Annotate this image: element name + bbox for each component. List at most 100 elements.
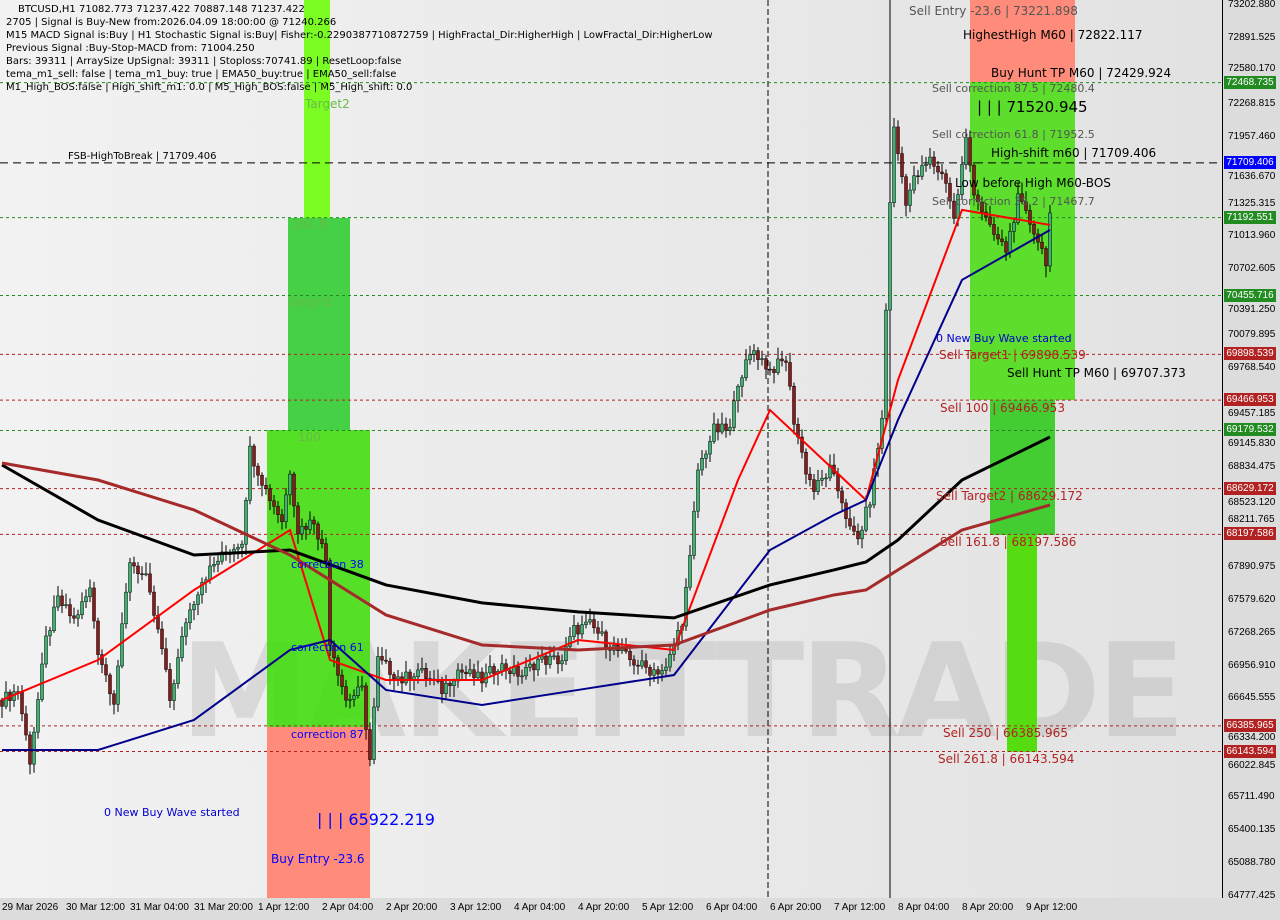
bull-candle — [244, 500, 248, 545]
bull-candle — [564, 646, 568, 662]
price-tick: 69768.540 — [1228, 362, 1276, 374]
bear-candle — [1024, 201, 1028, 211]
bull-candle — [184, 622, 188, 637]
bear-candle — [296, 505, 300, 535]
price-tick: 64777.425 — [1228, 890, 1276, 901]
bull-candle — [240, 543, 244, 548]
sell-target1-label: Sell Target1 | 69898.539 — [939, 348, 1086, 362]
bear-candle — [344, 686, 348, 701]
bear-candle — [332, 644, 336, 659]
high-shift-label: High-shift m60 | 71709.406 — [991, 146, 1157, 160]
bear-candle — [904, 176, 908, 206]
price-level-badge: 68197.586 — [1224, 527, 1276, 541]
price-tick: 65400.135 — [1228, 824, 1276, 836]
sell-100-label: Sell 100 | 69466.953 — [940, 401, 1065, 415]
bear-candle — [1040, 241, 1044, 249]
bear-candle — [112, 693, 116, 705]
bull-candle — [52, 606, 56, 631]
bear-candle — [336, 657, 340, 676]
price-chart[interactable]: MAKEITTRADE BTCUSD,H1 71082.773 71237.42… — [0, 0, 1223, 898]
bull-candle — [912, 175, 916, 191]
bull-candle — [892, 126, 896, 203]
level-71520-label: | | | 71520.945 — [977, 98, 1088, 116]
bull-candle — [32, 731, 36, 765]
bear-candle — [1000, 238, 1004, 242]
bear-candle — [24, 713, 28, 736]
bull-candle — [712, 423, 716, 442]
bear-candle — [136, 565, 140, 575]
sell-correction-382-label: Sell correction 38.2 | 71467.7 — [932, 195, 1095, 208]
bull-candle — [696, 469, 700, 512]
bull-candle — [692, 510, 696, 556]
price-level-badge: 66385.965 — [1224, 718, 1276, 732]
bear-candle — [644, 660, 648, 668]
price-level-badge: 71709.406 — [1224, 155, 1276, 169]
bull-candle — [620, 648, 624, 651]
bear-candle — [276, 506, 280, 515]
bear-candle — [792, 386, 796, 425]
bear-candle — [472, 669, 476, 679]
bear-candle — [168, 669, 172, 701]
bear-candle — [940, 171, 944, 174]
bear-candle — [264, 485, 268, 489]
price-tick: 71013.960 — [1228, 230, 1276, 242]
bear-candle — [92, 587, 96, 622]
bear-candle — [916, 175, 920, 178]
bull-candle — [960, 164, 964, 195]
bear-candle — [852, 525, 856, 532]
bear-candle — [556, 655, 560, 665]
bull-candle — [88, 587, 92, 598]
correction-zone — [267, 430, 370, 727]
bear-candle — [392, 674, 396, 680]
bull-candle — [884, 309, 888, 419]
bull-candle — [520, 675, 524, 678]
indicator-info: M15 MACD Signal is:Buy | H1 Stochastic S… — [6, 30, 713, 41]
bull-candle — [568, 636, 572, 647]
low-level-label: | | | 65922.219 — [317, 810, 435, 829]
new-buy-wave-left-label: 0 New Buy Wave started — [104, 806, 240, 819]
bear-candle — [808, 473, 812, 480]
bear-candle — [68, 604, 72, 617]
bear-candle — [388, 660, 392, 675]
price-tick: 67890.975 — [1228, 560, 1276, 572]
bull-candle — [352, 695, 356, 700]
time-tick: 4 Apr 04:00 — [514, 902, 566, 913]
bull-candle — [120, 623, 124, 667]
bull-candle — [736, 386, 740, 402]
bull-candle — [684, 586, 688, 627]
bear-candle — [840, 490, 844, 504]
bear-candle — [976, 194, 980, 203]
new-buy-wave-label: 0 New Buy Wave started — [936, 332, 1072, 345]
bull-candle — [48, 630, 52, 637]
moving-average-line — [1, 461, 1051, 652]
bull-candle — [744, 359, 748, 379]
bear-candle — [948, 183, 952, 202]
bull-candle — [704, 453, 708, 459]
bull-candle — [180, 636, 184, 658]
bull-candle — [44, 635, 48, 665]
bull-candle — [404, 671, 408, 684]
bear-candle — [656, 669, 660, 675]
bull-candle — [192, 604, 196, 611]
price-tick: 71325.315 — [1228, 197, 1276, 209]
sell-correction-875-label: Sell correction 87.5 | 72480.4 — [932, 82, 1095, 95]
bear-candle — [932, 156, 936, 167]
tema-info: tema_m1_sell: false | tema_m1_buy: true … — [6, 69, 397, 80]
low-before-high-label: Low before High M60-BOS — [955, 176, 1111, 190]
price-level-badge: 66143.594 — [1224, 744, 1276, 758]
bear-candle — [624, 648, 628, 652]
bear-candle — [508, 670, 512, 674]
bull-candle — [212, 564, 216, 567]
bear-candle — [716, 423, 720, 433]
correction-38-label: correction 38 — [291, 558, 364, 571]
bear-candle — [992, 224, 996, 235]
bull-candle — [172, 683, 176, 701]
time-tick: 6 Apr 04:00 — [706, 902, 758, 913]
bull-candle — [552, 655, 556, 658]
bull-candle — [416, 669, 420, 677]
target2-label: Target2 — [305, 97, 350, 111]
bear-candle — [1028, 210, 1032, 225]
bull-candle — [488, 666, 492, 674]
price-tick: 65088.780 — [1228, 857, 1276, 869]
bull-candle — [580, 624, 584, 635]
